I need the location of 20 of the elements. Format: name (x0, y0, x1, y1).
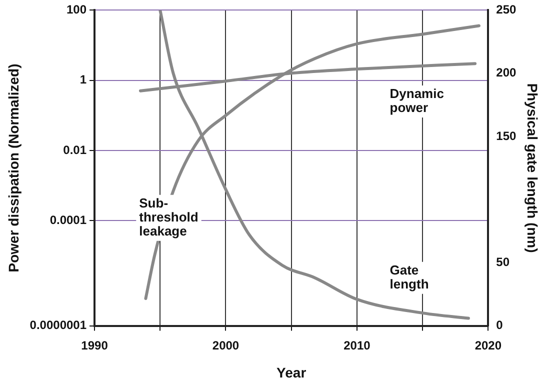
x-tick-label: 2000 (212, 338, 240, 352)
y-tick-label: 0.01 (63, 142, 87, 157)
y2-tick-label: 0 (496, 318, 504, 332)
y-axis-title: Power dissipation (Normalized) (5, 64, 22, 272)
y2-tick-label: 50 (496, 254, 510, 269)
series-label: Sub-threshold leakage (139, 195, 198, 238)
series-label: Gate length (390, 262, 429, 292)
x-tick-label: 2020 (474, 338, 502, 352)
x-tick-label: 1990 (81, 338, 108, 352)
y2-tick-label: 200 (496, 66, 517, 80)
y2-tick-label: 250 (496, 2, 517, 17)
series-label: Dynamic power (390, 86, 444, 116)
x-axis-title: Year (276, 364, 307, 380)
y2-axis-title: Physical gate length (nm) (524, 83, 541, 253)
y-tick-label: 100 (66, 2, 87, 17)
y2-tick-label: 150 (496, 128, 517, 143)
y-tick-label: 0.0000001 (30, 318, 87, 332)
y-tick-label: 0.0001 (50, 212, 87, 227)
y-tick-label: 1 (80, 72, 87, 87)
x-tick-label: 2010 (344, 338, 371, 352)
